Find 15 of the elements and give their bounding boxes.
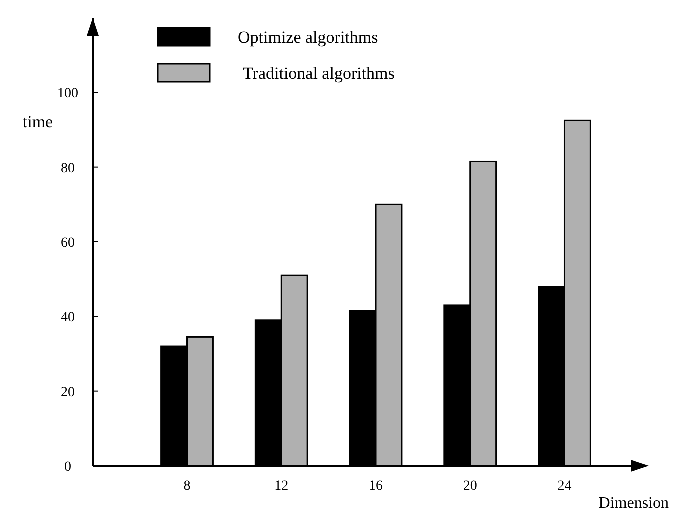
y-tick-label: 40 bbox=[61, 310, 75, 326]
x-axis-title: Dimension bbox=[598, 495, 669, 512]
x-tick-label: 12 bbox=[274, 479, 289, 494]
y-axis-title: time bbox=[22, 112, 54, 132]
x-tick-label: 16 bbox=[369, 479, 383, 494]
y-tick-label: 0 bbox=[64, 460, 72, 475]
y-tick-label: 20 bbox=[61, 385, 75, 400]
x-tick-label: 24 bbox=[558, 479, 572, 494]
legend-label: Optimize algorithms bbox=[238, 28, 378, 47]
y-tick-label: 80 bbox=[61, 161, 75, 176]
x-tick-label: 8 bbox=[184, 479, 191, 494]
y-tick-label: 60 bbox=[61, 236, 75, 251]
legend-label: Traditional algorithms bbox=[243, 64, 395, 83]
y-tick-label: 100 bbox=[58, 86, 78, 102]
x-tick-label: 20 bbox=[463, 479, 478, 494]
